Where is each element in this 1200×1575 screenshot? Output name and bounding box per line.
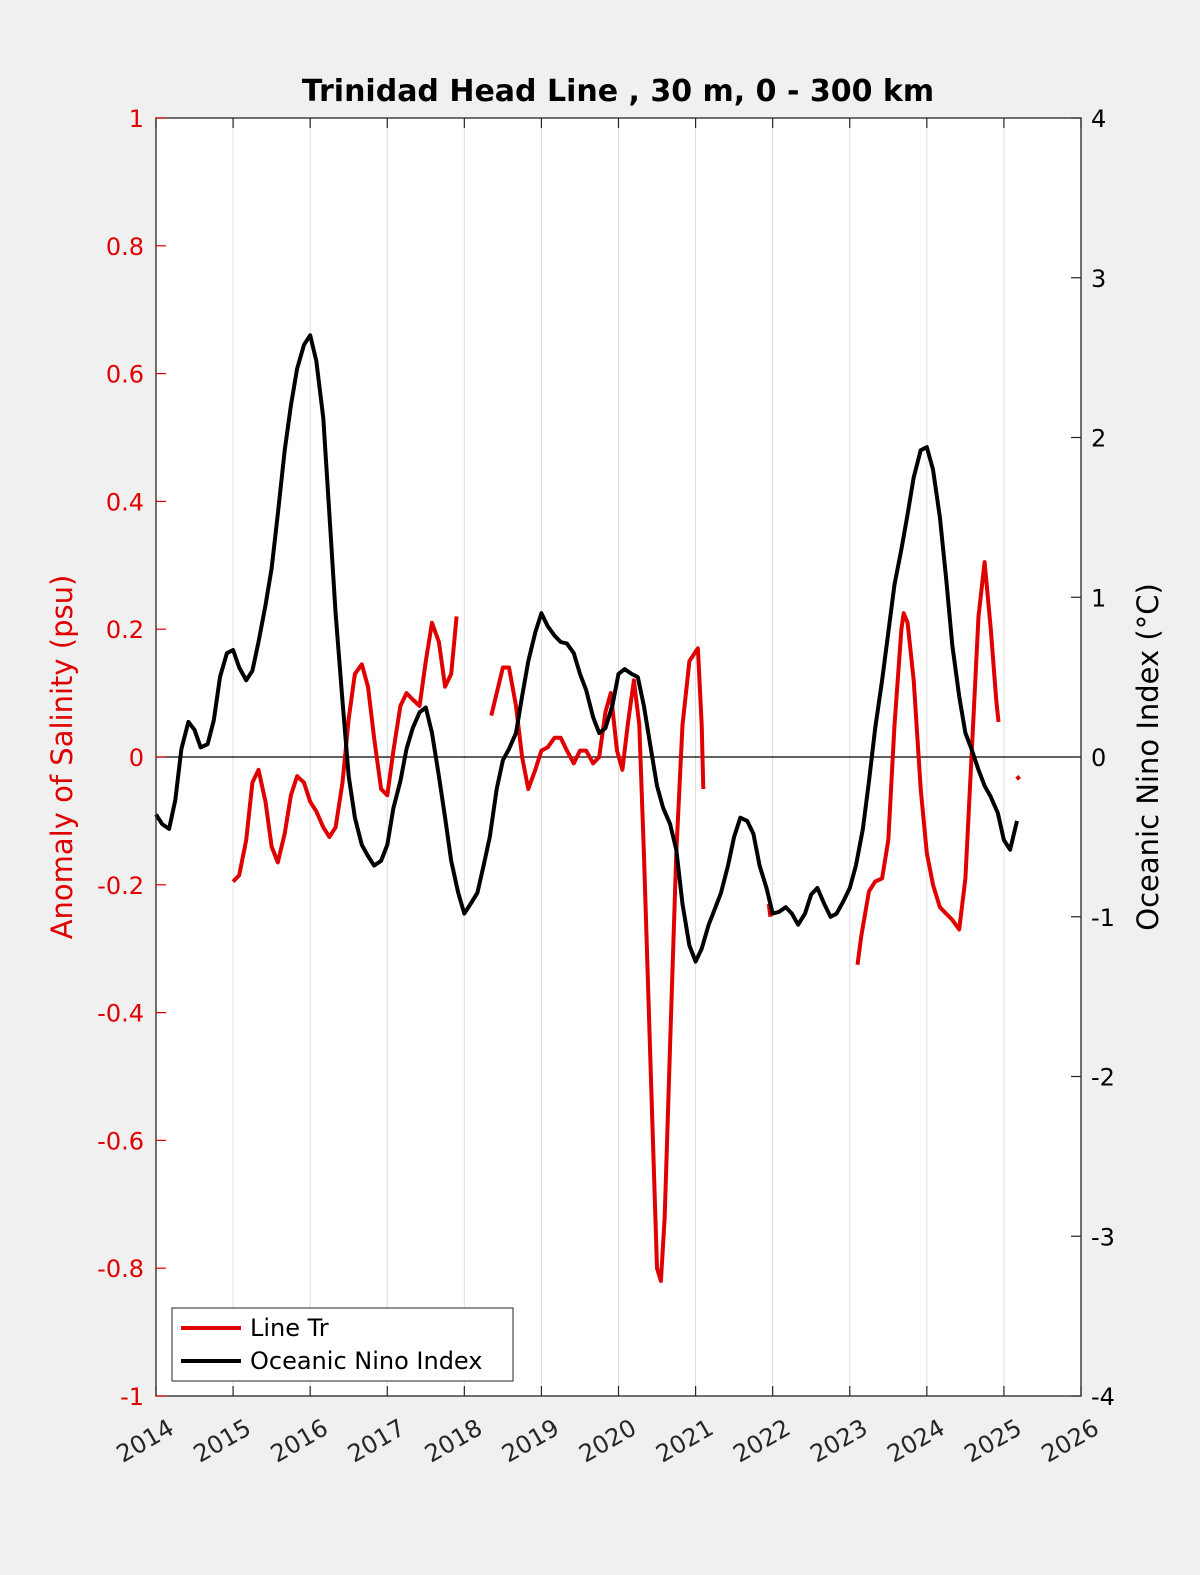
y-right-tick-label: -1 <box>1091 904 1115 932</box>
y-right-tick-label: -3 <box>1091 1223 1115 1251</box>
legend-label-oni: Oceanic Nino Index <box>250 1347 482 1375</box>
y-right-tick-label: 1 <box>1091 584 1106 612</box>
y-right-tick-label: 4 <box>1091 105 1106 133</box>
series-line-tr <box>1015 775 1021 781</box>
y-right-tick-label: 3 <box>1091 265 1106 293</box>
legend: Line Tr Oceanic Nino Index <box>171 1307 514 1382</box>
legend-box <box>171 1307 514 1382</box>
y-left-tick-label: 1 <box>129 105 144 133</box>
series-oceanic-nino-index <box>154 333 1019 964</box>
y-right-tick-label: 0 <box>1091 744 1106 772</box>
y-left-tick-label: -1 <box>120 1383 144 1411</box>
y-left-tick-label: 0.6 <box>106 361 144 389</box>
series-line-tr <box>855 560 1001 965</box>
y-left-tick-label: -0.6 <box>97 1127 144 1155</box>
y-left-tick-label: -0.2 <box>97 872 144 900</box>
y-right-tick-label: -4 <box>1091 1383 1115 1411</box>
y-right-tick-label: 2 <box>1091 425 1106 453</box>
legend-label-line-tr: Line Tr <box>250 1314 329 1342</box>
series-line-tr <box>489 646 706 1283</box>
y-left-tick-label: 0.4 <box>106 488 144 516</box>
y-left-tick-label: 0.8 <box>106 233 144 261</box>
y-axis-left-label: Anomaly of Salinity (psu) <box>45 575 79 940</box>
y-left-tick-label: 0.2 <box>106 616 144 644</box>
y-left-tick-label: -0.4 <box>97 1000 144 1028</box>
chart-title: Trinidad Head Line , 30 m, 0 - 300 km <box>302 74 934 109</box>
y-right-tick-label: -2 <box>1091 1064 1115 1092</box>
y-left-tick-label: -0.8 <box>97 1255 144 1283</box>
y-left-tick-label: 0 <box>129 744 144 772</box>
y-axis-right-label: Oceanic Nino Index (°C) <box>1131 583 1165 931</box>
series-layer <box>154 333 1021 1283</box>
